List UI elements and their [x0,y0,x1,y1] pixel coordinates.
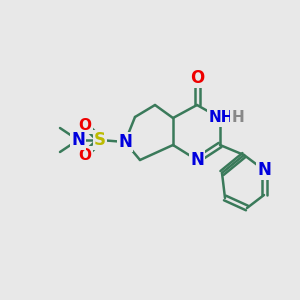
Text: O: O [79,118,92,133]
Text: N: N [118,133,132,151]
Text: N: N [190,151,204,169]
Text: N: N [257,161,271,179]
Text: NH: NH [208,110,234,125]
Text: O: O [79,148,92,163]
Text: N: N [71,131,85,149]
Text: O: O [190,69,204,87]
Text: S: S [94,131,106,149]
Text: H: H [232,110,244,125]
